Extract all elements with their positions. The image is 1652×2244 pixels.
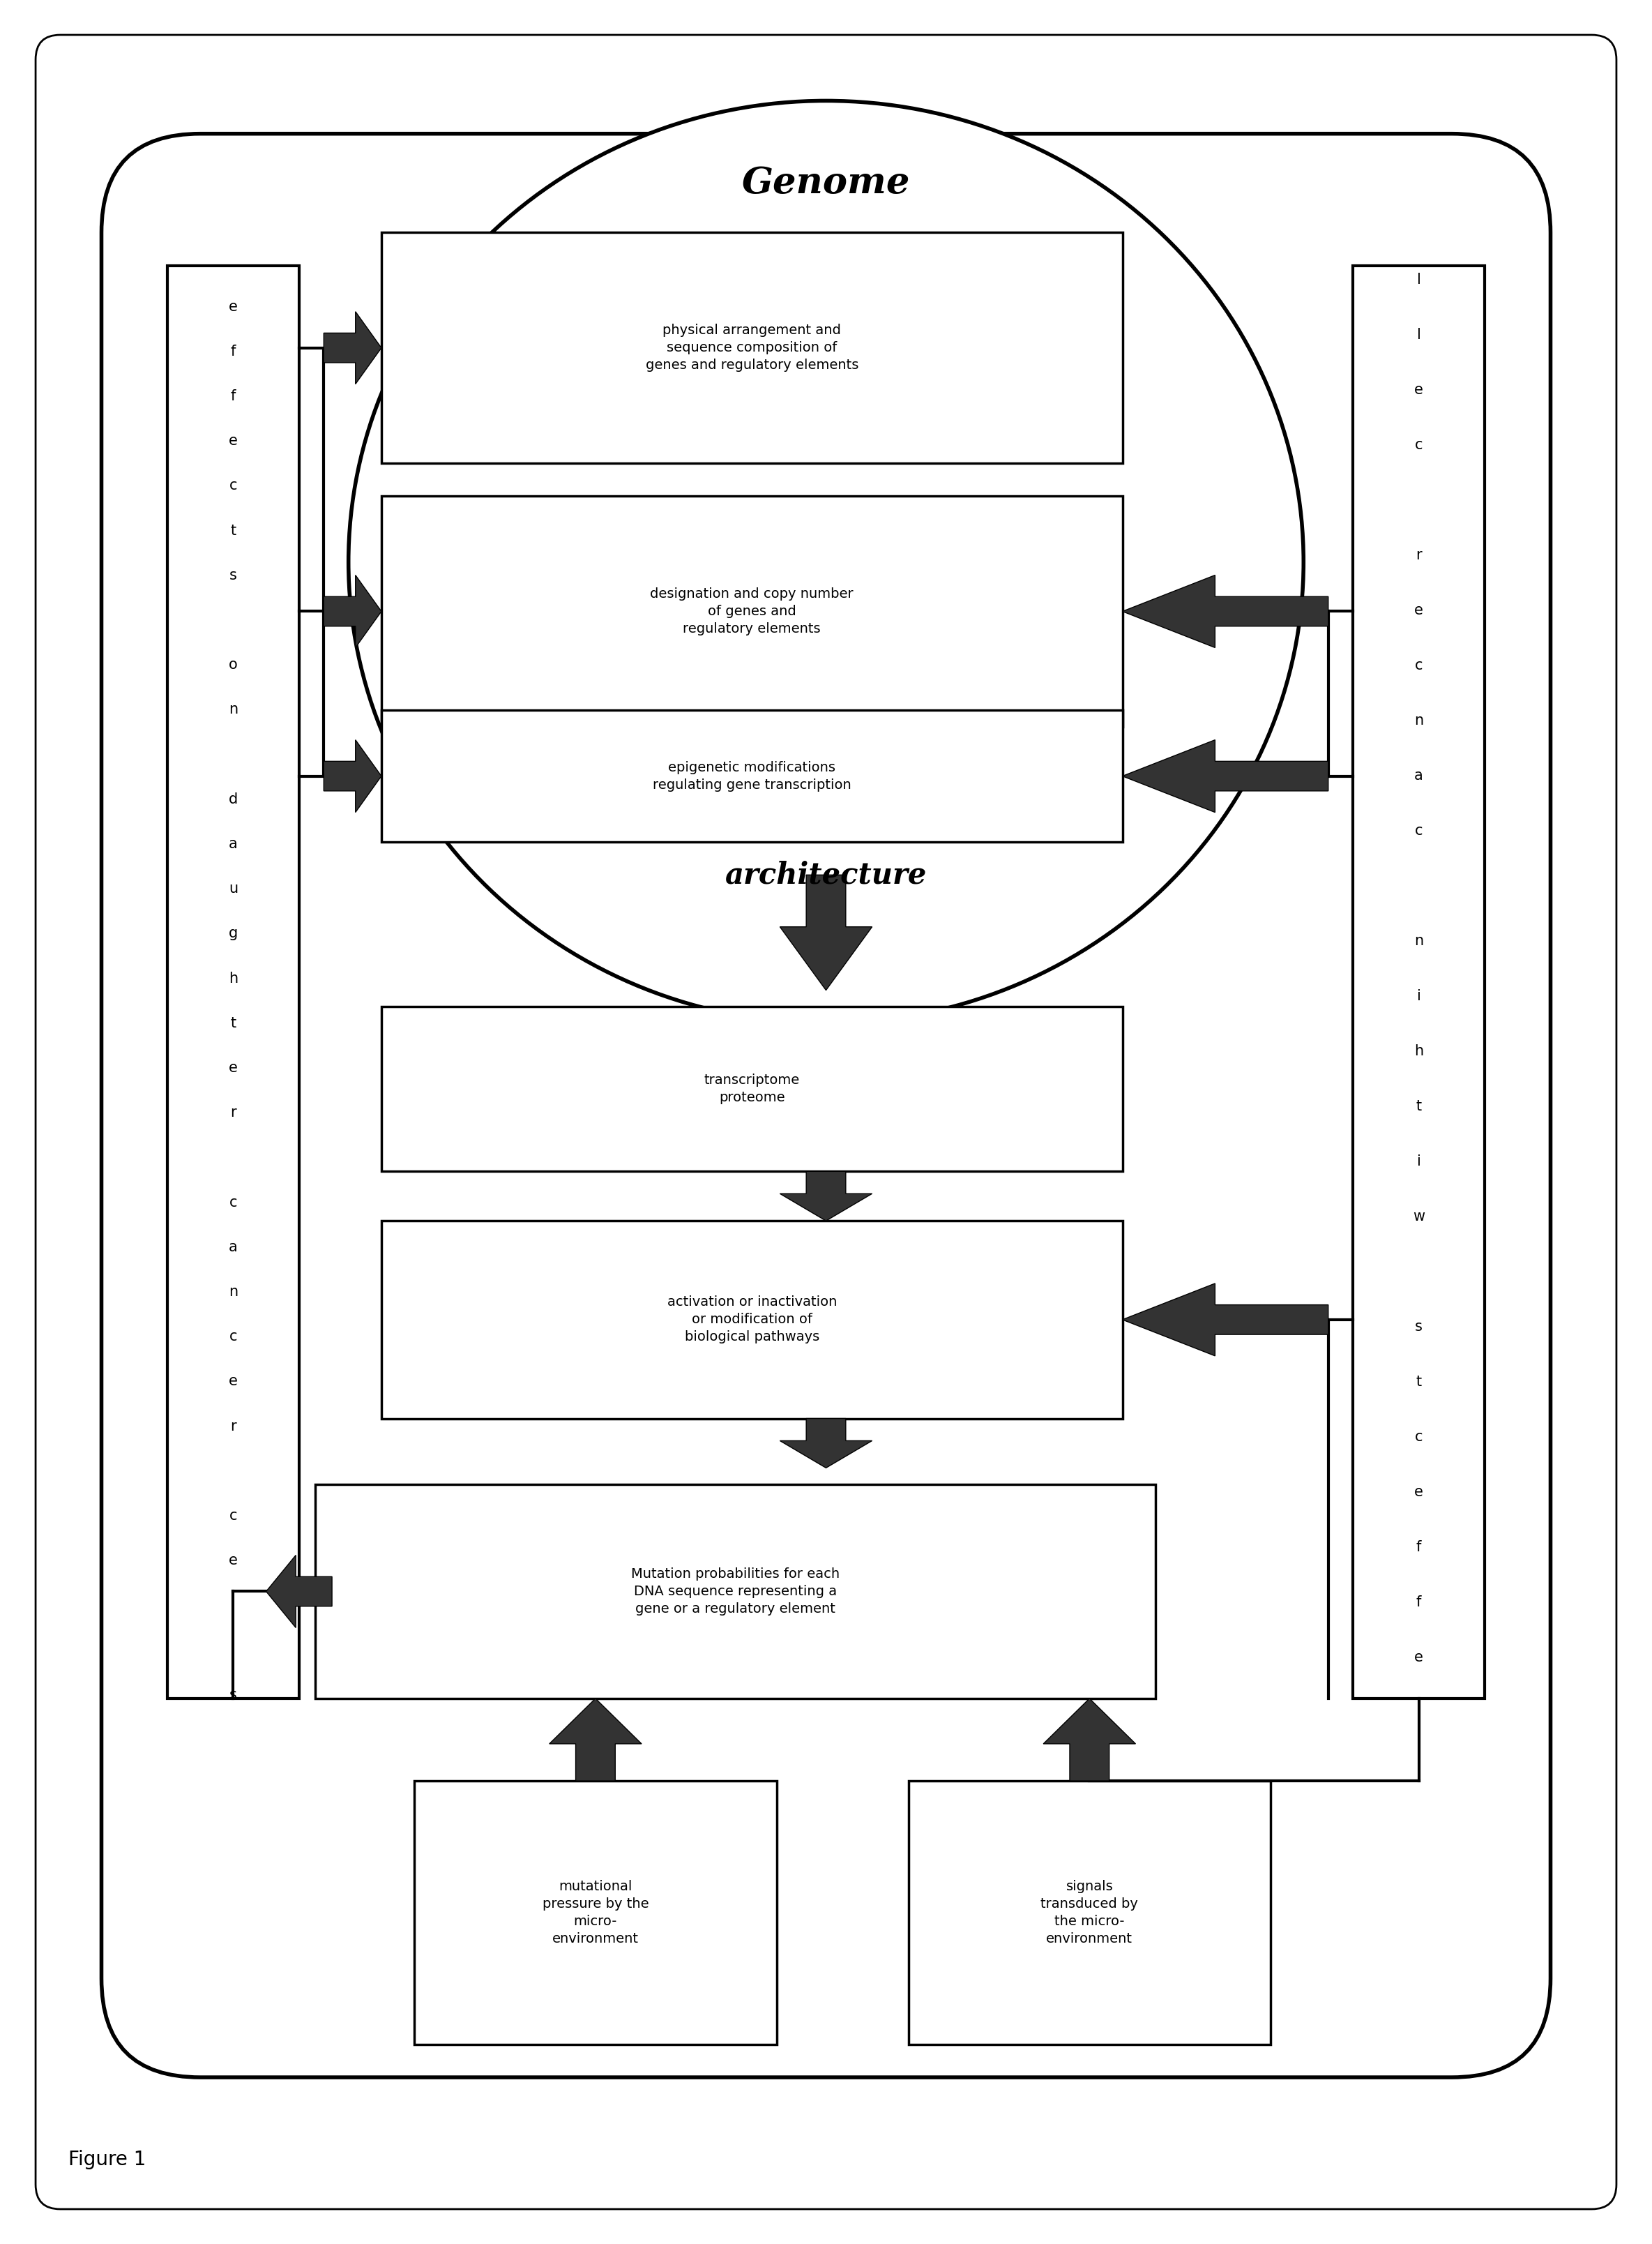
Text: g: g [228, 927, 238, 940]
Text: c: c [230, 1331, 238, 1344]
Text: a: a [228, 837, 238, 850]
Text: i: i [1417, 990, 1421, 1003]
Text: Mutation probabilities for each
DNA sequence representing a
gene or a regulatory: Mutation probabilities for each DNA sequ… [631, 1566, 839, 1616]
Text: transcriptome
proteome: transcriptome proteome [704, 1073, 800, 1104]
Polygon shape [266, 1555, 332, 1627]
Text: t: t [230, 1017, 236, 1030]
Text: r: r [1416, 548, 1422, 561]
Text: n: n [1414, 714, 1424, 727]
Text: h: h [228, 972, 238, 985]
Polygon shape [1122, 741, 1328, 812]
Text: activation or inactivation
or modification of
biological pathways: activation or inactivation or modificati… [667, 1295, 838, 1344]
Text: n: n [228, 702, 238, 716]
Text: Genome: Genome [742, 166, 910, 202]
Text: t: t [1416, 1376, 1422, 1389]
Polygon shape [780, 1171, 872, 1221]
FancyBboxPatch shape [382, 496, 1122, 727]
Text: l: l [231, 1598, 235, 1611]
Text: n: n [1414, 934, 1424, 947]
FancyBboxPatch shape [167, 265, 299, 1699]
Text: c: c [1414, 824, 1422, 837]
Text: t: t [230, 523, 236, 539]
Text: mutational
pressure by the
micro-
environment: mutational pressure by the micro- enviro… [542, 1880, 649, 1946]
Text: e: e [228, 1553, 238, 1569]
Polygon shape [1122, 1284, 1328, 1355]
Text: a: a [228, 1241, 238, 1254]
Text: f: f [231, 346, 236, 359]
Text: a: a [1414, 767, 1424, 783]
Text: w: w [1412, 1210, 1424, 1223]
Polygon shape [550, 1699, 641, 1782]
FancyBboxPatch shape [316, 1483, 1155, 1699]
Text: epigenetic modifications
regulating gene transcription: epigenetic modifications regulating gene… [653, 761, 851, 792]
Text: physical arrangement and
sequence composition of
genes and regulatory elements: physical arrangement and sequence compos… [646, 323, 859, 373]
Text: designation and copy number
of genes and
regulatory elements: designation and copy number of genes and… [651, 588, 854, 635]
Polygon shape [780, 1418, 872, 1468]
FancyBboxPatch shape [382, 1221, 1122, 1418]
Text: e: e [1414, 1649, 1424, 1665]
Text: u: u [228, 882, 238, 895]
Text: f: f [1416, 1595, 1421, 1609]
FancyBboxPatch shape [1353, 265, 1485, 1699]
Text: e: e [1414, 604, 1424, 617]
Text: e: e [228, 1376, 238, 1389]
Text: l: l [1417, 328, 1421, 341]
Polygon shape [1122, 574, 1328, 649]
Text: r: r [230, 1106, 236, 1120]
Text: o: o [228, 657, 238, 671]
Text: Figure 1: Figure 1 [68, 2150, 145, 2170]
FancyBboxPatch shape [382, 709, 1122, 842]
Text: r: r [230, 1418, 236, 1434]
Text: architecture: architecture [725, 859, 927, 889]
Text: c: c [1414, 438, 1422, 451]
Text: c: c [230, 1196, 238, 1210]
FancyBboxPatch shape [909, 1782, 1270, 2044]
FancyBboxPatch shape [101, 135, 1551, 2078]
Text: s: s [1416, 1319, 1422, 1333]
FancyBboxPatch shape [382, 233, 1122, 462]
Text: e: e [1414, 384, 1424, 397]
Text: i: i [1417, 1153, 1421, 1169]
Text: signals
transduced by
the micro-
environment: signals transduced by the micro- environ… [1041, 1880, 1138, 1946]
Text: e: e [228, 1061, 238, 1075]
Text: e: e [1414, 1486, 1424, 1499]
Text: e: e [228, 301, 238, 314]
Text: h: h [1414, 1043, 1424, 1057]
Polygon shape [324, 574, 382, 649]
FancyBboxPatch shape [36, 36, 1616, 2208]
FancyBboxPatch shape [382, 1008, 1122, 1171]
Text: e: e [228, 433, 238, 449]
Text: l: l [231, 1643, 235, 1656]
Text: n: n [228, 1286, 238, 1299]
Text: f: f [1416, 1539, 1421, 1555]
Text: c: c [1414, 657, 1422, 673]
Ellipse shape [349, 101, 1303, 1023]
Text: t: t [1416, 1100, 1422, 1113]
Text: c: c [230, 1508, 238, 1524]
Polygon shape [780, 875, 872, 990]
Text: c: c [230, 478, 238, 494]
Text: l: l [1417, 272, 1421, 287]
Text: d: d [228, 792, 238, 806]
Polygon shape [324, 741, 382, 812]
Text: c: c [1414, 1429, 1422, 1443]
FancyBboxPatch shape [415, 1782, 776, 2044]
Polygon shape [324, 312, 382, 384]
Polygon shape [1044, 1699, 1135, 1782]
Text: f: f [231, 388, 236, 404]
Text: s: s [230, 568, 236, 583]
Text: s: s [230, 1687, 236, 1701]
